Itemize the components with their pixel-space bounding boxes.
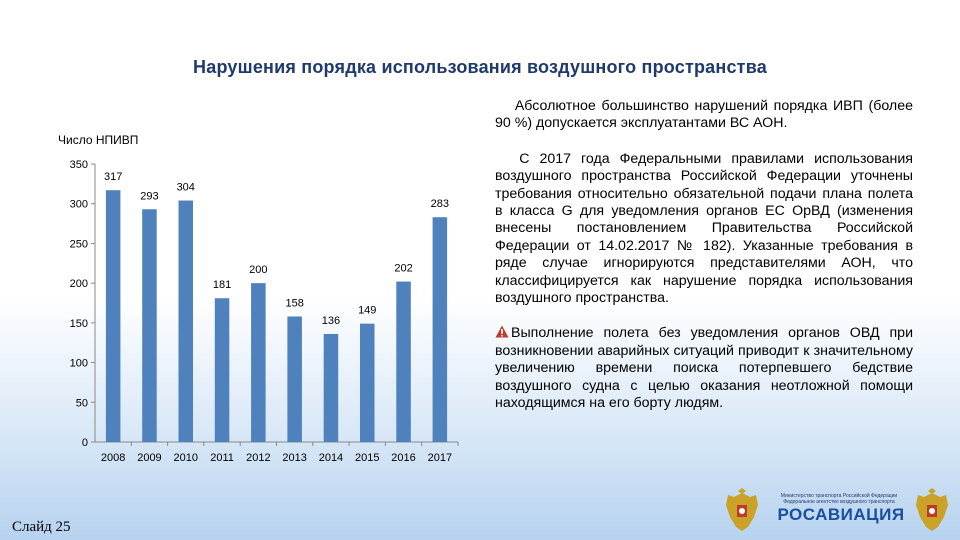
warning-triangle-icon [495, 325, 509, 338]
paragraph-1-text: Абсолютное большинство нарушений порядка… [495, 98, 913, 132]
bar [178, 200, 194, 442]
data-label: 200 [249, 264, 267, 276]
data-label: 283 [431, 198, 449, 210]
paragraph-2: С 2017 года Федеральными правилами испол… [495, 151, 913, 308]
bar [214, 298, 230, 442]
bar [396, 281, 411, 442]
bar [142, 209, 157, 442]
y-tick-label: 50 [76, 397, 88, 409]
rosaviation-logo: Министерство транспорта Российской Федер… [718, 487, 958, 537]
data-label: 136 [322, 315, 340, 327]
x-tick-label: 2010 [174, 452, 198, 464]
bar-chart: Число НПИВП 0 50 100 150 200 250 300 350 317 2008… [50, 128, 470, 473]
y-tick-label: 350 [70, 159, 88, 171]
chart-canvas: 0 50 100 150 200 250 300 350 317 2008 293 2009 304 20… [70, 159, 459, 464]
y-tick-label: 150 [70, 318, 88, 330]
paragraph-1: Абсолютное большинство нарушений порядка… [495, 98, 913, 133]
paragraph-2-text: С 2017 года Федеральными правилами испол… [495, 150, 913, 307]
x-tick-label: 2011 [210, 452, 234, 464]
slide-title: Нарушения порядка использования воздушно… [193, 57, 767, 77]
bar [251, 283, 266, 442]
text-column: Абсолютное большинство нарушений порядка… [495, 98, 913, 431]
data-label: 304 [177, 182, 195, 194]
x-tick-label: 2008 [101, 452, 125, 464]
data-label: 317 [104, 171, 122, 183]
x-tick-label: 2009 [137, 452, 161, 464]
y-tick-label: 300 [70, 199, 88, 211]
bar [323, 333, 339, 442]
y-tick-label: 100 [70, 358, 88, 370]
bar [105, 190, 121, 442]
data-label: 181 [213, 279, 231, 291]
x-tick-label: 2017 [428, 452, 452, 464]
ministry-caption: Министерство транспорта Российской Федер… [780, 493, 898, 505]
bar [287, 316, 302, 442]
slide-number: Слайд 25 [12, 519, 71, 535]
y-tick-label: 200 [70, 278, 88, 290]
paragraph-3: Выполнение полета без уведомления органо… [495, 325, 913, 412]
data-label: 158 [285, 298, 303, 310]
x-tick-label: 2016 [391, 452, 415, 464]
coat-of-arms-icon [916, 488, 948, 531]
x-tick-label: 2013 [282, 452, 306, 464]
y-axis-label: Число НПИВП [58, 133, 139, 147]
x-tick-label: 2012 [246, 452, 270, 464]
bar [432, 217, 448, 442]
data-label: 293 [140, 190, 158, 202]
y-tick-label: 0 [82, 437, 88, 449]
data-label: 149 [358, 305, 376, 317]
bar [359, 323, 375, 442]
x-tick-label: 2014 [319, 452, 343, 464]
y-tick-label: 250 [70, 238, 88, 250]
x-tick-label: 2015 [355, 452, 379, 464]
coat-of-arms-icon [726, 488, 758, 531]
paragraph-3-text: Выполнение полета без уведомления органо… [495, 325, 913, 412]
brand-name: РОСАВИАЦИЯ [777, 505, 905, 524]
data-label: 202 [394, 263, 412, 275]
